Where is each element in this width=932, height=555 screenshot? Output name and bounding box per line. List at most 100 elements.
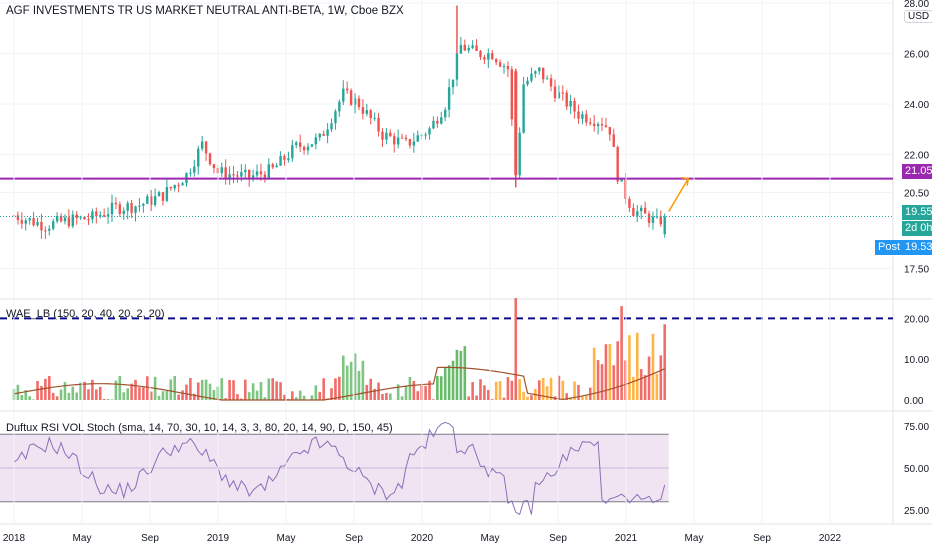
wae-bar: [268, 379, 271, 400]
countdown-tag: 2d 0h: [902, 221, 932, 236]
wae-bar: [460, 351, 463, 400]
wae-bar: [303, 396, 306, 400]
wae-bar: [56, 396, 59, 400]
candle-body: [491, 53, 493, 59]
candle-body: [448, 87, 450, 110]
candle-body: [511, 69, 513, 119]
wae-bar: [232, 380, 235, 400]
candle-body: [577, 112, 579, 119]
wae-bar: [495, 382, 498, 400]
wae-bar: [444, 368, 447, 400]
candle-body: [236, 175, 238, 176]
candle-body: [428, 128, 430, 134]
candle-body: [193, 166, 195, 172]
candle-body: [471, 45, 473, 48]
price-tick-label: 24.00: [904, 100, 929, 111]
candle-body: [244, 170, 246, 172]
candle-body: [36, 222, 38, 225]
candle-body: [52, 221, 54, 229]
wae-bar: [32, 399, 35, 400]
candle-body: [303, 147, 305, 150]
candle-body: [83, 217, 85, 219]
wae-bar: [111, 399, 114, 400]
wae-bar: [72, 387, 75, 400]
candle-body: [366, 110, 368, 114]
wae-bar: [36, 381, 39, 400]
candle-body: [21, 220, 23, 224]
candle-body: [350, 90, 352, 104]
candle-body: [566, 93, 568, 107]
time-axis-label: Sep: [549, 533, 567, 544]
time-axis-label: May: [481, 533, 500, 544]
candle-body: [287, 158, 289, 160]
wae-bar: [448, 365, 451, 400]
wae-bar: [322, 378, 325, 400]
candle-body: [464, 45, 466, 51]
candle-body: [291, 145, 293, 158]
candle-body: [550, 78, 552, 86]
time-axis-label: 2020: [411, 533, 434, 544]
wae-title: WAE_LB (150, 20, 40, 20, 2, 20): [6, 308, 165, 320]
candle-body: [240, 172, 242, 177]
rsi-title: Duftux RSI VOL Stoch (sma, 14, 70, 30, 1…: [6, 422, 393, 434]
candle-body: [409, 139, 411, 145]
symbol-title: AGF INVESTMENTS TR US MARKET NEUTRAL ANT…: [6, 5, 404, 17]
candle-body: [40, 222, 42, 230]
candle-body: [334, 111, 336, 123]
wae-bar: [593, 348, 596, 400]
wae-bar: [44, 379, 47, 400]
wae-bar: [562, 381, 565, 400]
candle-body: [32, 218, 34, 225]
wae-bar: [236, 394, 239, 400]
candle-body: [373, 118, 375, 119]
wae-bar: [405, 386, 408, 400]
candle-body: [495, 59, 497, 62]
wae-bar: [252, 383, 255, 400]
candle-body: [401, 138, 403, 139]
wae-bar: [181, 390, 184, 400]
wae-bar: [491, 399, 494, 400]
wae-bar: [248, 392, 251, 400]
candle-body: [377, 118, 379, 132]
candle-body: [170, 187, 172, 188]
wae-bar: [126, 388, 129, 400]
candle-body: [268, 164, 270, 178]
candle-body: [456, 54, 458, 80]
candle-body: [111, 203, 113, 214]
candles: [13, 37, 666, 239]
wae-bar: [362, 361, 365, 400]
wae-bar: [456, 350, 459, 400]
candle-body: [530, 74, 532, 81]
candle-body: [142, 204, 144, 206]
wae-bar: [409, 377, 412, 400]
candle-body: [518, 133, 520, 176]
candle-body: [342, 89, 344, 102]
candle-body: [569, 101, 571, 107]
wae-bar: [389, 394, 392, 400]
candle-body: [115, 203, 117, 204]
candle-body: [468, 48, 470, 51]
candle-body: [44, 230, 46, 231]
candle-body: [315, 137, 317, 144]
wae-bar: [546, 386, 549, 400]
candle-body: [389, 133, 391, 137]
time-axis-label: Sep: [141, 533, 159, 544]
wae-bar: [656, 374, 659, 400]
candle-body: [652, 217, 654, 223]
wae-bar: [177, 395, 180, 400]
candle-body: [130, 203, 132, 213]
candle-body: [424, 135, 426, 136]
currency-button[interactable]: USD: [904, 10, 932, 23]
candle-body: [370, 110, 372, 118]
candle-body: [562, 92, 564, 93]
wae-bar: [134, 380, 137, 400]
candle-body: [554, 86, 556, 98]
rsi-tick-label: 50.00: [904, 464, 929, 475]
candle-body: [542, 68, 544, 80]
candle-body: [397, 138, 399, 145]
wae-bar: [260, 382, 263, 400]
time-axis-label: Sep: [753, 533, 771, 544]
wae-bar: [95, 389, 98, 400]
candle-body: [499, 62, 501, 66]
